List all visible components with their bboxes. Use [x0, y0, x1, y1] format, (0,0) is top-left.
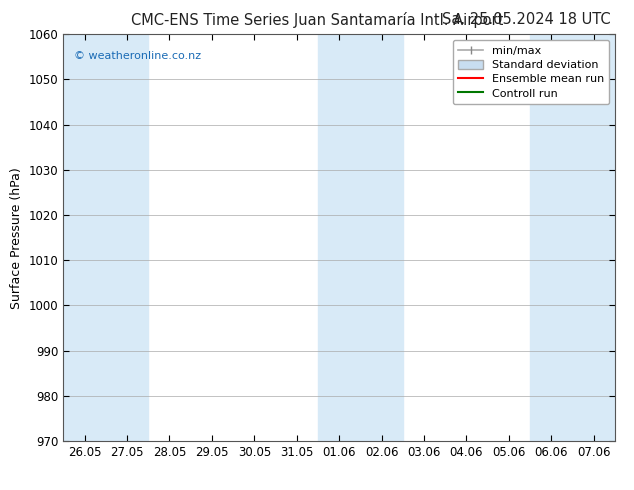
Bar [573, 34, 615, 441]
Y-axis label: Surface Pressure (hPa): Surface Pressure (hPa) [10, 167, 23, 309]
Text: © weatheronline.co.nz: © weatheronline.co.nz [74, 50, 202, 61]
Text: Sa. 25.05.2024 18 UTC: Sa. 25.05.2024 18 UTC [442, 12, 611, 27]
Bar [63, 34, 106, 441]
Text: CMC-ENS Time Series Juan Santamaría Intl. Airport: CMC-ENS Time Series Juan Santamaría Intl… [131, 12, 503, 28]
Bar [530, 34, 573, 441]
Legend: min/max, Standard deviation, Ensemble mean run, Controll run: min/max, Standard deviation, Ensemble me… [453, 40, 609, 104]
Bar [318, 34, 360, 441]
Bar [106, 34, 148, 441]
Bar [360, 34, 403, 441]
